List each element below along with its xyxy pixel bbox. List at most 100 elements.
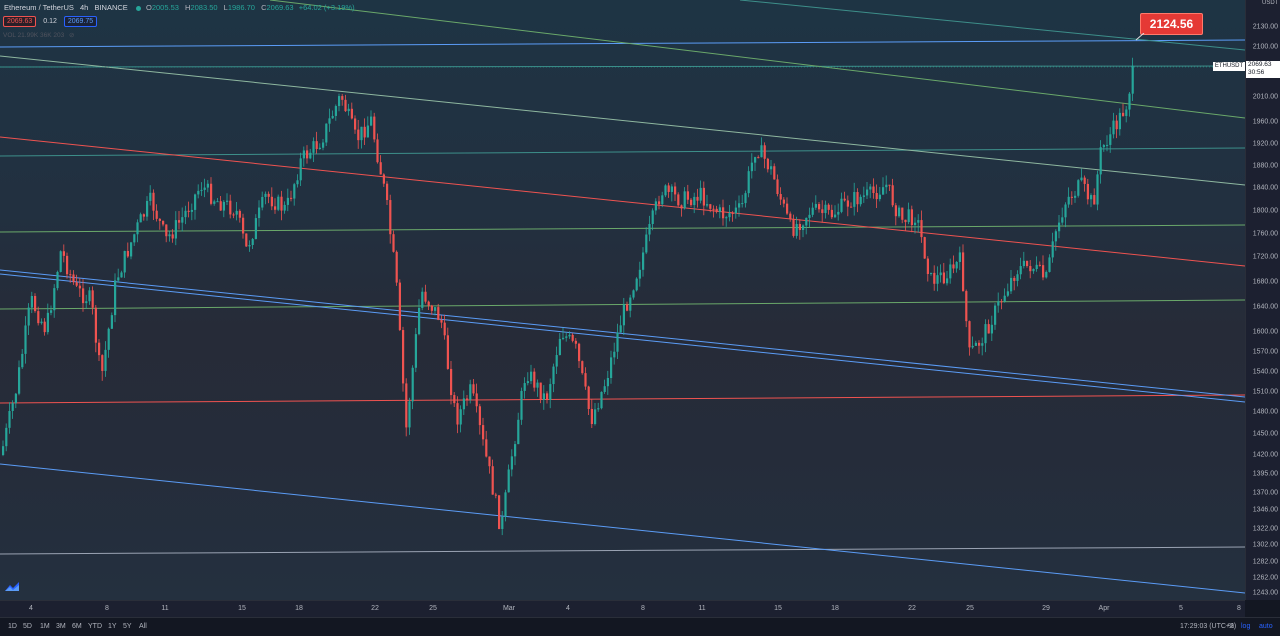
candle[interactable] [840, 192, 843, 214]
candle[interactable] [994, 303, 997, 330]
candle[interactable] [469, 379, 472, 404]
candle[interactable] [1013, 275, 1016, 291]
candle[interactable] [1016, 270, 1019, 287]
candle[interactable] [830, 204, 833, 220]
candle[interactable] [674, 182, 677, 201]
trendline-diagonal[interactable] [269, 0, 1245, 119]
candle[interactable] [581, 360, 584, 375]
candle[interactable] [434, 307, 437, 316]
candle[interactable] [770, 160, 773, 175]
candle[interactable] [222, 200, 225, 218]
candle[interactable] [661, 191, 664, 208]
candle[interactable] [1019, 257, 1022, 280]
candle[interactable] [1038, 261, 1041, 267]
candle[interactable] [491, 459, 494, 495]
candle[interactable] [59, 250, 62, 273]
candle[interactable] [450, 360, 453, 405]
candle[interactable] [120, 270, 123, 278]
candle[interactable] [696, 188, 699, 208]
candle[interactable] [219, 196, 222, 211]
period-button[interactable]: 5D [23, 623, 32, 630]
candle[interactable] [690, 198, 693, 207]
trendline-diagonal[interactable] [739, 0, 1245, 51]
candle[interactable] [744, 190, 747, 208]
candle[interactable] [606, 370, 609, 395]
candle[interactable] [290, 190, 293, 202]
period-button[interactable]: 3M [56, 623, 66, 630]
candle[interactable] [318, 143, 321, 150]
candle[interactable] [424, 284, 427, 304]
candle[interactable] [427, 300, 430, 311]
candle[interactable] [421, 287, 424, 311]
candle[interactable] [600, 391, 603, 410]
candle[interactable] [226, 193, 229, 205]
candle[interactable] [837, 203, 840, 221]
candle[interactable] [978, 340, 981, 354]
candle[interactable] [1077, 179, 1080, 198]
candle[interactable] [30, 291, 33, 314]
candle[interactable] [546, 391, 549, 404]
candle[interactable] [24, 316, 27, 364]
candle[interactable] [1102, 144, 1105, 152]
candle[interactable] [597, 402, 600, 412]
candle[interactable] [373, 112, 376, 143]
auto-toggle[interactable]: auto [1259, 623, 1273, 630]
candle[interactable] [907, 202, 910, 225]
candle[interactable] [382, 173, 385, 187]
candle[interactable] [578, 342, 581, 368]
candle[interactable] [1029, 260, 1032, 279]
candle[interactable] [341, 93, 344, 106]
candle[interactable] [174, 211, 177, 246]
candle[interactable] [818, 202, 821, 213]
trendline-diagonal[interactable] [0, 269, 1245, 398]
candle[interactable] [91, 286, 94, 315]
candle[interactable] [1026, 260, 1029, 268]
candle[interactable] [1064, 202, 1067, 228]
candle[interactable] [171, 229, 174, 243]
sell-button[interactable]: 2069.63 [3, 16, 37, 27]
trendline-diagonal[interactable] [0, 136, 1245, 267]
candle[interactable] [306, 145, 309, 164]
tradingview-logo-icon[interactable] [5, 582, 19, 592]
candle[interactable] [162, 220, 165, 227]
candle[interactable] [149, 185, 152, 206]
candle[interactable] [1128, 91, 1131, 117]
candle[interactable] [296, 174, 299, 188]
candle[interactable] [805, 217, 808, 235]
candle[interactable] [1000, 298, 1003, 310]
candle[interactable] [645, 227, 648, 255]
candle[interactable] [34, 293, 37, 313]
candle[interactable] [494, 492, 497, 499]
candle[interactable] [859, 194, 862, 207]
candle[interactable] [635, 277, 638, 292]
candle[interactable] [658, 195, 661, 210]
candle[interactable] [1032, 268, 1035, 274]
trendline-horizontal[interactable] [0, 394, 1245, 404]
candle[interactable] [440, 315, 443, 329]
candle[interactable] [430, 304, 433, 315]
candle[interactable] [1118, 108, 1121, 136]
candle[interactable] [155, 204, 158, 222]
candle[interactable] [517, 412, 520, 445]
eye-icon[interactable]: ⊘ [69, 32, 75, 39]
candle[interactable] [741, 194, 744, 208]
candle[interactable] [1086, 178, 1089, 205]
candle[interactable] [261, 191, 264, 211]
candle[interactable] [142, 213, 145, 221]
candle[interactable] [270, 187, 273, 211]
interval-label[interactable]: 4h [80, 3, 89, 12]
candle[interactable] [82, 279, 85, 312]
candle[interactable] [187, 201, 190, 218]
candle[interactable] [264, 191, 267, 205]
candle[interactable] [914, 217, 917, 234]
candle[interactable] [574, 338, 577, 349]
candle[interactable] [878, 186, 881, 202]
candle[interactable] [1090, 193, 1093, 208]
candle[interactable] [757, 155, 760, 159]
trendline-diagonal[interactable] [0, 463, 1245, 594]
candle[interactable] [798, 219, 801, 240]
candle[interactable] [366, 116, 369, 138]
candle[interactable] [238, 209, 241, 223]
candle[interactable] [350, 102, 353, 120]
candle[interactable] [328, 108, 331, 132]
